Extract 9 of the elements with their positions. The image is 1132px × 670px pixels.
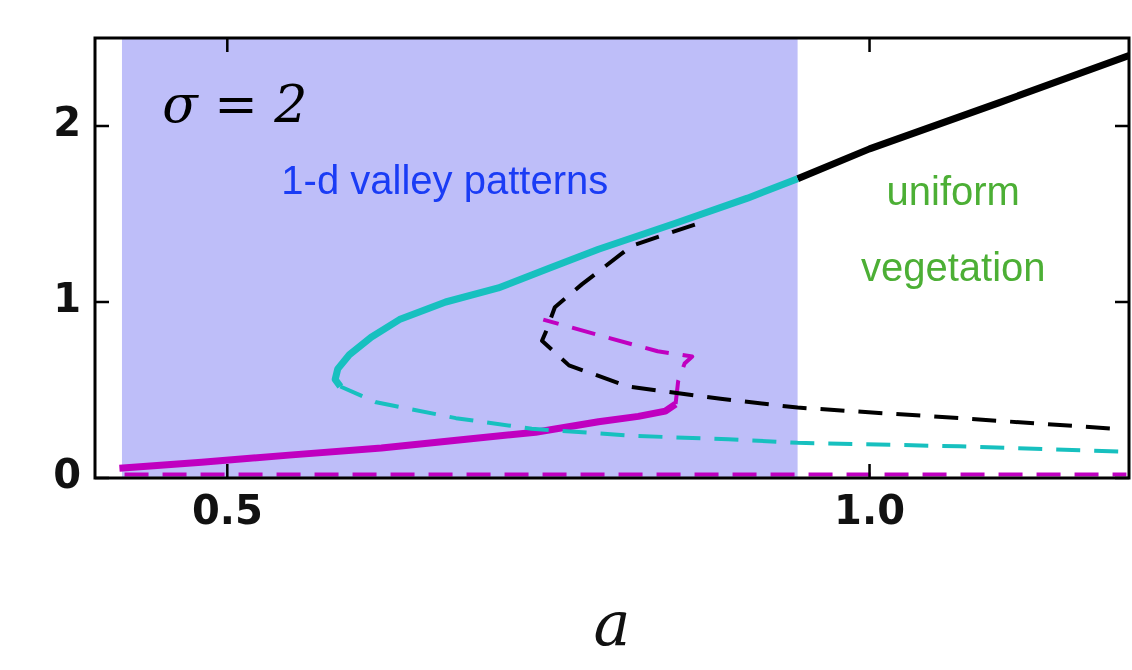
x-axis-title: a (593, 586, 631, 660)
y-tick-label: 2 (53, 99, 81, 146)
annotation: σ = 2 (162, 73, 308, 134)
annotation: uniform vegetation (860, 168, 1046, 289)
x-tick-label: 1.0 (834, 487, 905, 534)
y-tick-label: 0 (53, 451, 81, 498)
band-label: 1-d valley patterns (281, 158, 609, 203)
y-tick-label: 1 (53, 275, 81, 322)
x-tick-label: 0.5 (191, 487, 263, 534)
